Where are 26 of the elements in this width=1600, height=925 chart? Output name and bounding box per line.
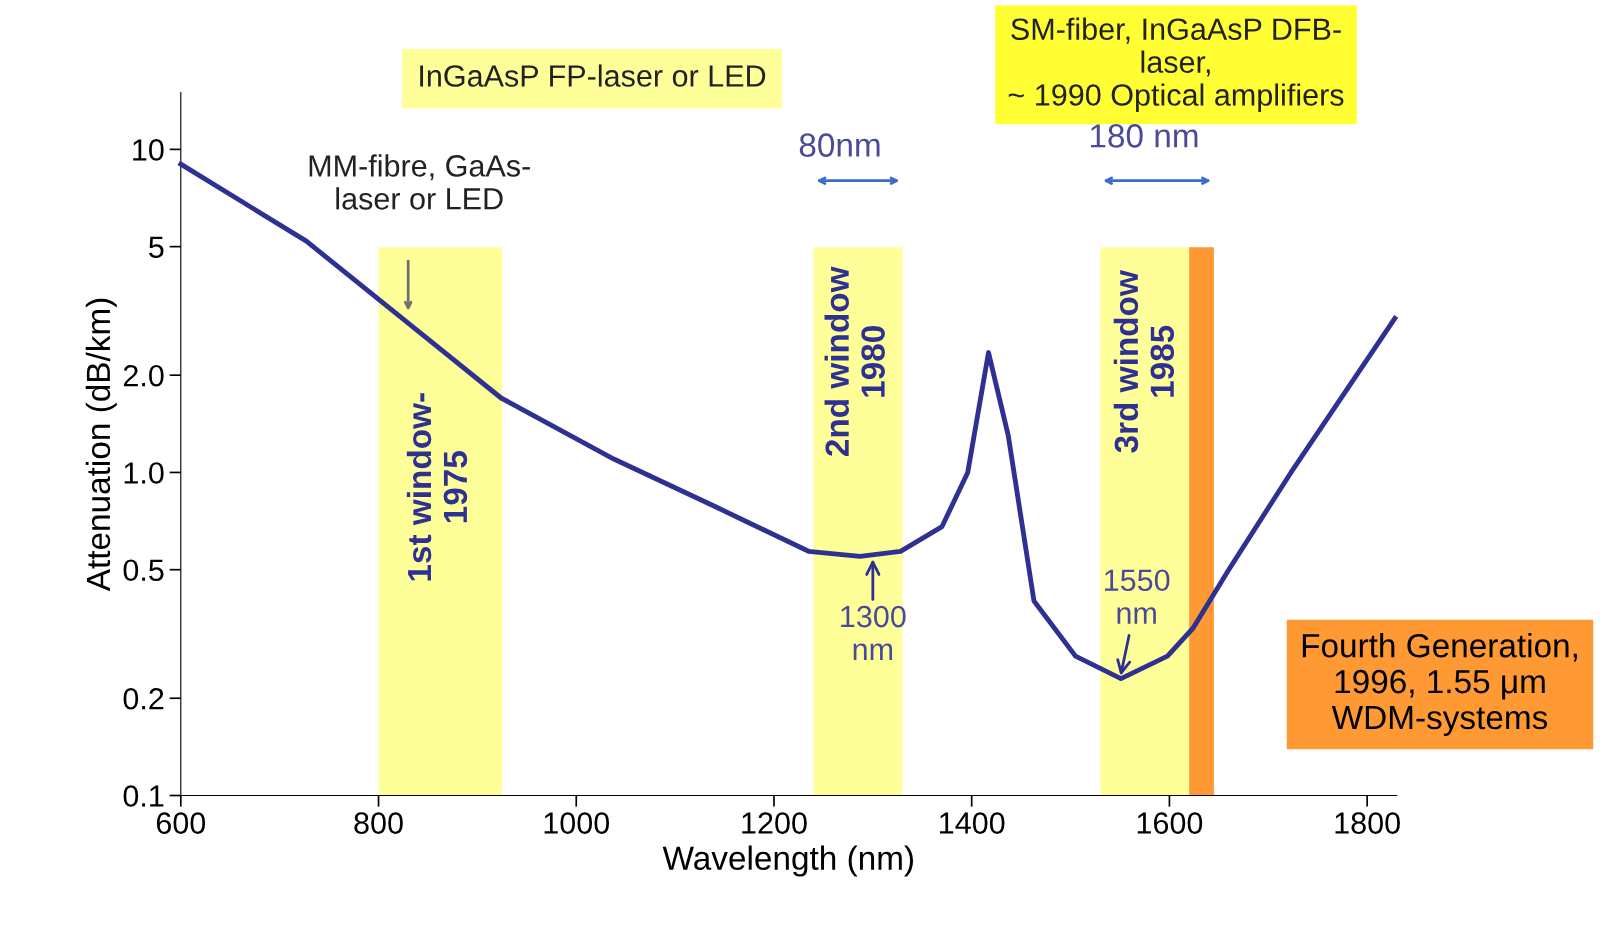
x-tick-label: 1000	[544, 812, 610, 834]
x-tick-label: 1200	[742, 812, 807, 834]
y-tick-label: 10	[133, 139, 164, 161]
band-label: 2nd window 1980	[824, 266, 885, 457]
x-tick-label: 600	[156, 812, 206, 834]
x-tick-label: 800	[354, 812, 403, 834]
x-tick-label: 1400	[940, 812, 1005, 834]
y-tick-label: 0.2	[123, 687, 164, 710]
y-tick-label: 0.1	[123, 785, 164, 807]
annotation: SM-fiber, InGaAsP DFB- laser, ~ 1990 Optical amplifiers	[1008, 17, 1344, 112]
annotation: 180 nm	[1090, 124, 1198, 148]
annotation: 80nm	[799, 133, 880, 157]
annotation: MM-fibre, GaAs- laser or LED	[309, 154, 530, 210]
band-label: Fourth Generation, 1996, 1.55 μm WDM-systems	[1302, 633, 1577, 736]
y-tick-label: 5	[149, 236, 164, 259]
y-tick-label: 1.0	[124, 462, 164, 484]
band-label: 1st window- 1975	[406, 393, 468, 581]
x-axis-title: Wavelength (nm)	[662, 845, 914, 877]
text: InGaAsP FP-laser or LED	[420, 64, 766, 87]
y-tick-label: 2.0	[123, 364, 164, 387]
x-tick-label: 1800	[1335, 812, 1400, 834]
y-tick-label: 0.5	[123, 559, 164, 582]
x-tick-label: 1600	[1137, 812, 1203, 834]
y-axis-title: Attenuation (dB/km)	[85, 298, 117, 592]
band-label: 3rd window 1985	[1113, 270, 1175, 453]
annotation: 1550 nm	[1105, 569, 1170, 624]
